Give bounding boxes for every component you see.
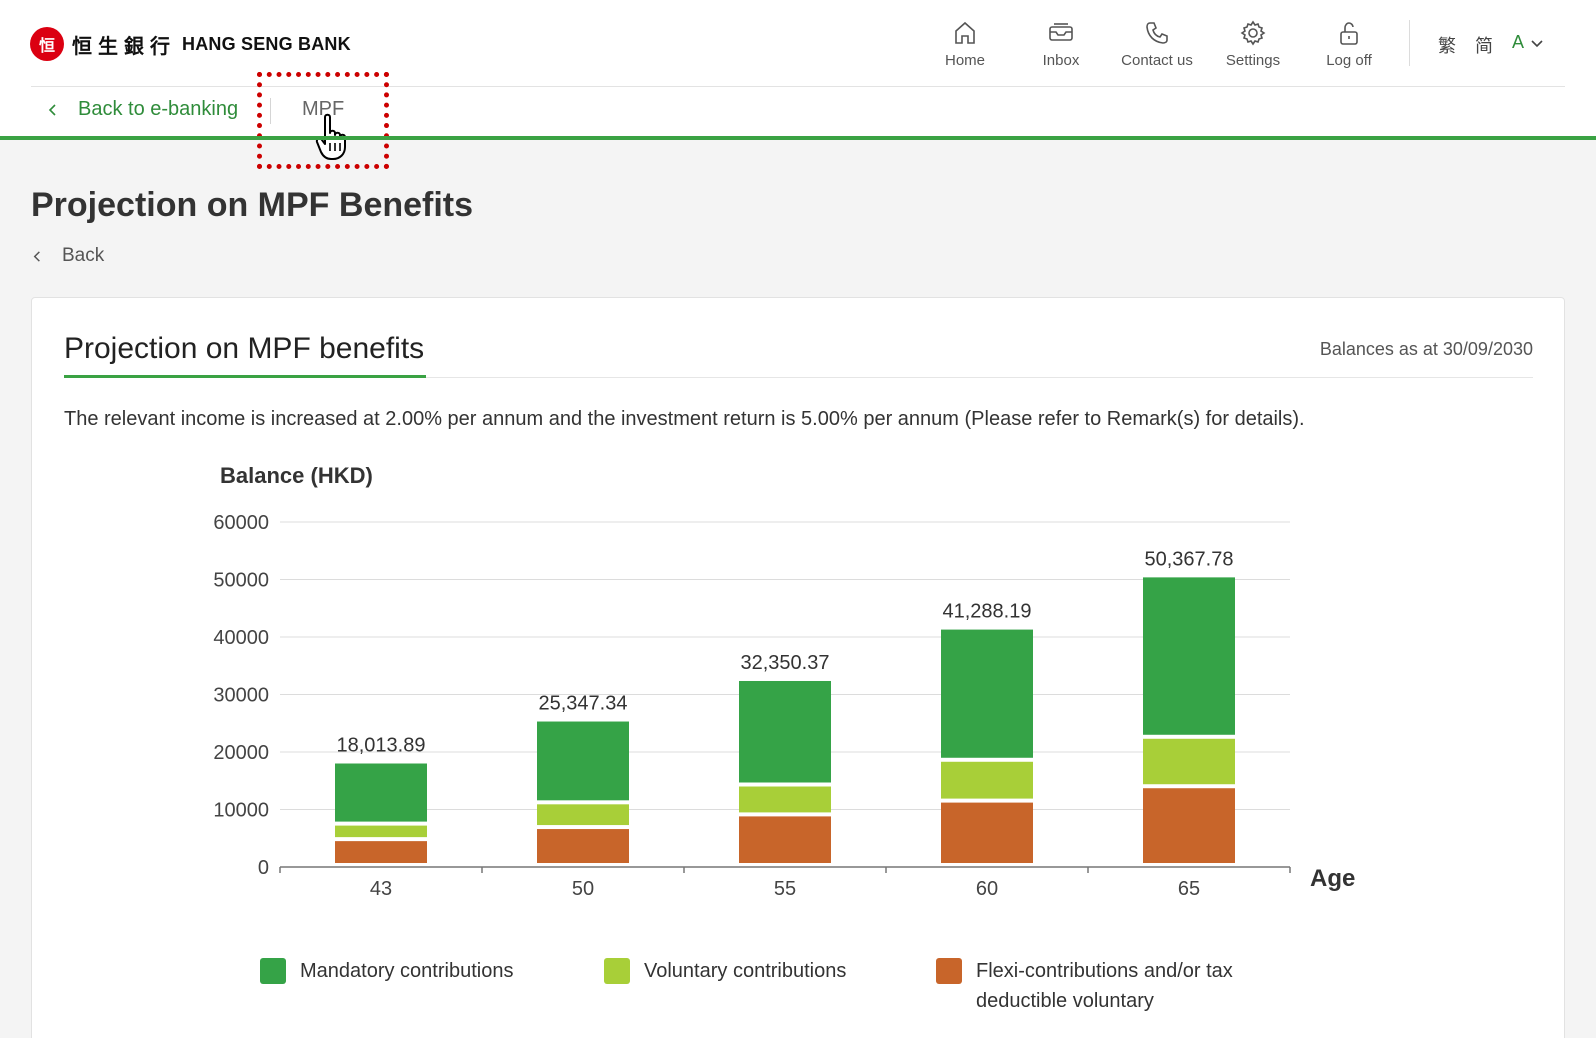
legend-label: Voluntary contributions	[644, 960, 847, 982]
legend-swatch	[604, 958, 630, 984]
y-tick-label: 60000	[213, 512, 269, 534]
bar-segment[interactable]	[739, 680, 831, 783]
y-tick-label: 40000	[213, 627, 269, 649]
bank-logo[interactable]: 恒 恒生銀行 HANG SENG BANK	[30, 27, 351, 61]
bar-segment[interactable]	[739, 816, 831, 863]
nav-settings[interactable]: Settings	[1205, 20, 1301, 69]
page-title: Projection on MPF Benefits	[31, 186, 474, 224]
x-tick-label: 65	[1178, 878, 1200, 900]
header-divider	[31, 86, 1565, 87]
nav-logoff-label: Log off	[1326, 52, 1372, 69]
y-tick-label: 30000	[213, 685, 269, 707]
nav-contact-us[interactable]: Contact us	[1109, 20, 1205, 69]
bar-segment[interactable]	[1143, 788, 1235, 863]
projection-card: Projection on MPF benefits Balances as a…	[31, 297, 1565, 1038]
bar-segment[interactable]	[739, 786, 831, 813]
x-tick-label: 50	[572, 878, 594, 900]
click-highlight-box	[257, 72, 389, 169]
bar-segment[interactable]	[941, 629, 1033, 758]
back-to-ebanking-label: Back to e-banking	[78, 98, 239, 120]
font-size-label: A	[1512, 32, 1525, 52]
logo-emblem: 恒	[30, 27, 64, 61]
card-title-rule	[64, 377, 1533, 378]
projection-description: The relevant income is increased at 2.00…	[64, 408, 1305, 430]
bar-total-label: 25,347.34	[539, 693, 628, 715]
unlock-icon	[1340, 22, 1358, 45]
y-tick-label: 10000	[213, 800, 269, 822]
gear-icon	[1240, 20, 1266, 46]
logo-english-name: HANG SENG BANK	[182, 33, 351, 54]
y-axis-label: Balance (HKD)	[220, 463, 373, 488]
legend-label: Mandatory contributions	[300, 960, 514, 982]
balances-as-at: Balances as at 30/09/2030	[1319, 339, 1533, 359]
nav-inbox-label: Inbox	[1042, 52, 1080, 69]
y-tick-label: 50000	[213, 570, 269, 592]
nav-separator	[1409, 20, 1410, 66]
logo-chinese-name: 恒生銀行	[72, 33, 176, 58]
home-icon	[955, 21, 975, 44]
x-tick-label: 55	[774, 878, 796, 900]
legend-label: Flexi-contributions and/or tax deductibl…	[976, 960, 1233, 1012]
bar-segment[interactable]	[335, 841, 427, 863]
x-axis: 43 50 55 60 65	[279, 866, 1291, 900]
back-link-label: Back	[62, 245, 105, 266]
bar-segment[interactable]	[537, 804, 629, 826]
nav-log-off[interactable]: Log off	[1301, 20, 1397, 69]
bar-segment[interactable]	[537, 829, 629, 863]
nav-settings-label: Settings	[1225, 52, 1281, 69]
bar-total-label: 32,350.37	[741, 652, 830, 674]
y-tick-label: 20000	[213, 742, 269, 764]
legend-item[interactable]: Voluntary contributions	[604, 958, 944, 986]
card-title-underline	[64, 375, 426, 378]
back-to-ebanking-link[interactable]: Back to e-banking	[46, 98, 238, 121]
font-size-selector[interactable]: A	[1512, 32, 1544, 53]
legend-swatch	[936, 958, 962, 984]
bar-segment[interactable]	[941, 802, 1033, 863]
y-tick-label: 0	[258, 857, 269, 879]
bar-segment[interactable]	[941, 761, 1033, 799]
chart-bars	[335, 577, 1235, 863]
nav-inbox[interactable]: Inbox	[1013, 20, 1109, 69]
bar-total-label: 18,013.89	[337, 735, 426, 757]
bar-segment[interactable]	[335, 763, 427, 822]
legend-item[interactable]: Mandatory contributions	[260, 958, 600, 986]
card-title: Projection on MPF benefits	[64, 332, 425, 365]
bar-segment[interactable]	[335, 825, 427, 838]
bar-segment[interactable]	[537, 721, 629, 801]
bar-total-label: 50,367.78	[1145, 548, 1234, 570]
back-link[interactable]: Back	[31, 245, 104, 267]
x-axis-label: Age	[1310, 865, 1355, 892]
chevron-left-icon	[33, 250, 40, 262]
bar-segment[interactable]	[1143, 577, 1235, 735]
tab-separator	[270, 98, 271, 124]
top-header: 恒 恒生銀行 HANG SENG BANK Home Inbox Contact…	[0, 0, 1596, 169]
nav-home[interactable]: Home	[917, 20, 1013, 69]
projection-bar-chart: Balance (HKD) Age 0 10000 20000 30000 40000 5…	[213, 463, 1355, 900]
header-accent-rule	[0, 136, 1596, 140]
bar-segment[interactable]	[1143, 738, 1235, 785]
nav-home-label: Home	[944, 52, 985, 69]
bar-total-labels: 18,013.89 25,347.34 32,350.37 41,288.19 50,3…	[337, 548, 1234, 756]
lang-traditional[interactable]: 繁	[1438, 36, 1456, 56]
lang-simplified[interactable]: 简	[1475, 36, 1493, 56]
tab-mpf[interactable]: MPF	[302, 98, 345, 120]
inbox-icon	[1049, 23, 1073, 41]
chevron-left-icon	[48, 103, 56, 116]
phone-icon	[1146, 22, 1168, 44]
x-tick-label: 60	[976, 878, 998, 900]
legend-item[interactable]: Flexi-contributions and/or tax deductibl…	[936, 958, 1276, 1016]
nav-contact-label: Contact us	[1121, 52, 1193, 69]
bar-total-label: 41,288.19	[943, 601, 1032, 623]
chevron-down-icon	[1531, 39, 1543, 47]
legend-swatch	[260, 958, 286, 984]
x-tick-label: 43	[370, 878, 392, 900]
y-tick-labels: 0 10000 20000 30000 40000 50000 60000	[213, 512, 269, 879]
